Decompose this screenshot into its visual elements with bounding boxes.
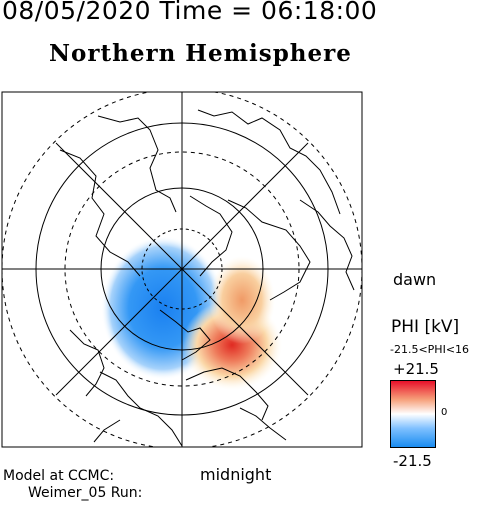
midnight-label: midnight	[200, 465, 272, 484]
coastlines	[59, 109, 355, 447]
colorbar	[390, 380, 436, 448]
colorbar-title: PHI [kV]	[391, 317, 460, 337]
polar-map-plot	[1, 91, 363, 448]
hemisphere-title: Northern Hemisphere	[49, 40, 352, 67]
colorbar-range: -21.5<PHI<16	[390, 343, 470, 356]
colorbar-min-label: -21.5	[393, 452, 432, 470]
positive-potential-band	[209, 256, 275, 344]
model-line-1: Model at CCMC:	[3, 468, 115, 484]
colorbar-zero-label: 0	[441, 407, 448, 418]
meridian-lines	[2, 92, 362, 447]
colorbar-max-label: +21.5	[393, 360, 439, 378]
model-line-2: Weimer_05 Run:	[28, 485, 143, 501]
page-title: 08/05/2020 Time = 06:18:00	[2, 0, 378, 25]
dawn-label: dawn	[393, 270, 437, 289]
